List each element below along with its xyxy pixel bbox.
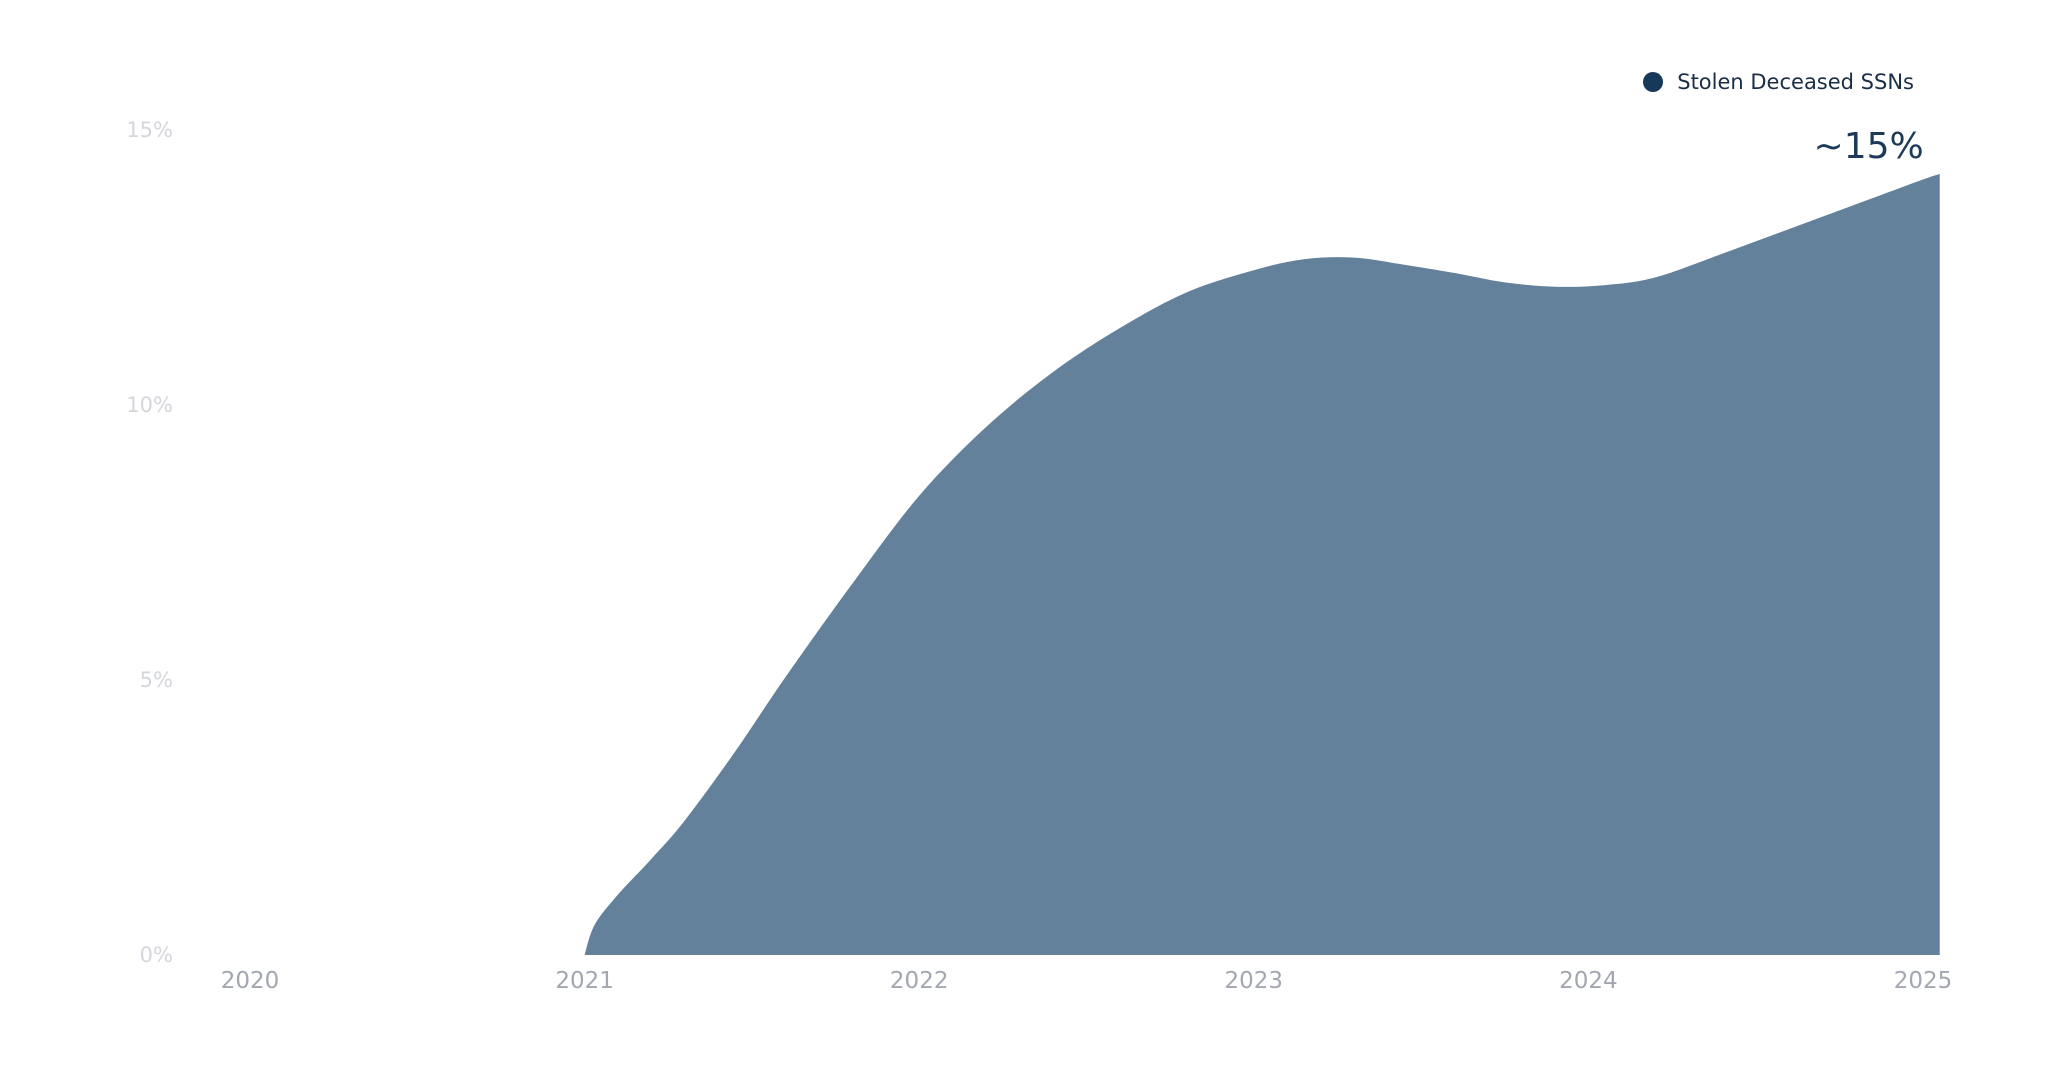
x-tick-label: 2021 (555, 968, 614, 994)
x-tick-label: 2023 (1225, 968, 1284, 994)
y-tick-label: 0% (140, 943, 173, 967)
x-tick-label: 2020 (221, 968, 280, 994)
series-area (584, 174, 1940, 955)
annotation-label: ~15% (1814, 126, 1924, 167)
y-axis-ticks: 0% 5% 10% 15% (126, 118, 173, 967)
y-tick-label: 5% (140, 668, 173, 692)
annotation-layer: ~15% (1814, 126, 1924, 167)
x-tick-label: 2024 (1559, 968, 1618, 994)
x-tick-label: 2022 (890, 968, 949, 994)
legend: Stolen Deceased SSNs (1643, 70, 1914, 94)
y-tick-label: 10% (126, 393, 173, 417)
legend-swatch-icon (1643, 72, 1664, 92)
x-axis-ticks: 2020 2021 2022 2023 2024 2025 (221, 968, 1953, 994)
y-tick-label: 15% (126, 118, 173, 142)
series-layer (584, 174, 1940, 955)
legend-label: Stolen Deceased SSNs (1677, 70, 1914, 94)
x-tick-label: 2025 (1894, 968, 1953, 994)
